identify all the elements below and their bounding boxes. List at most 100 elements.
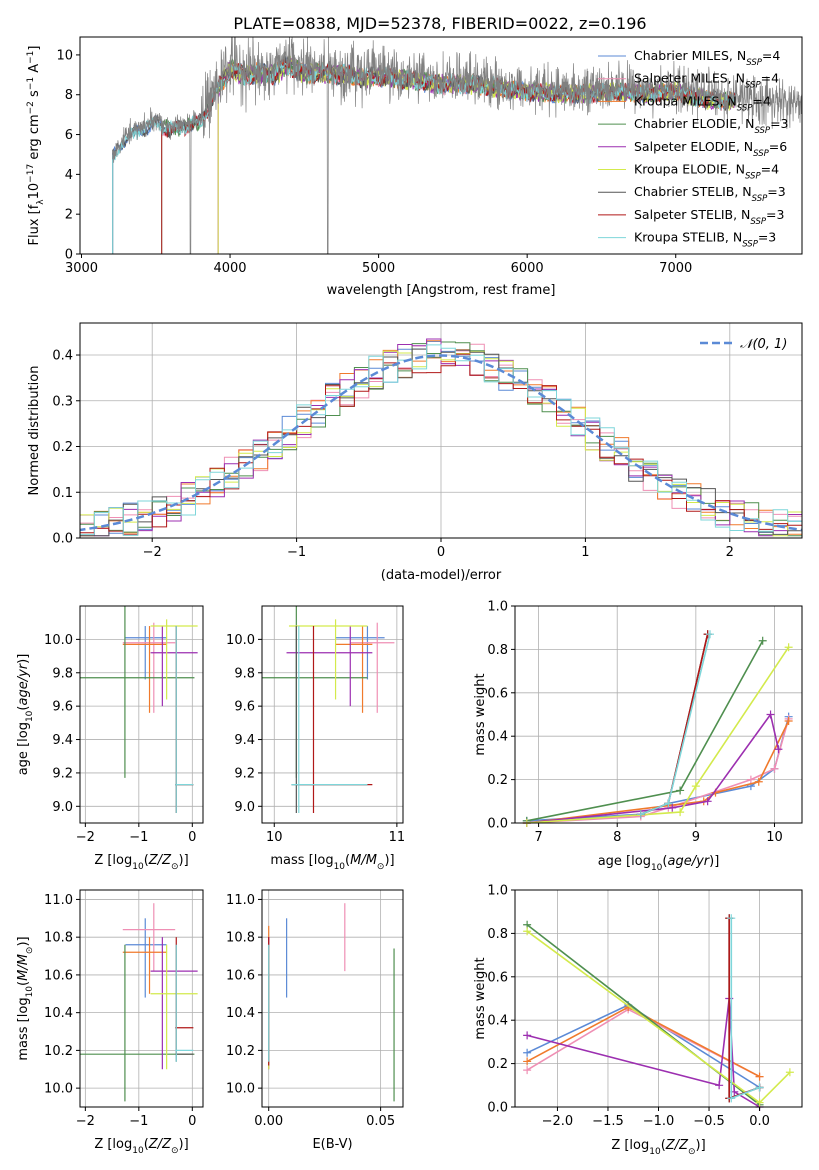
weight-marker-kroupa_stelib xyxy=(706,630,715,639)
z_mass-panel: −2 −1 010.010.210.410.610.811.0Z [log10(Z/… xyxy=(16,889,204,1156)
label-part: age [log xyxy=(598,854,651,869)
x-axis-label: wavelength [Angstrom, rest frame] xyxy=(327,283,556,298)
figure-title: PLATE=0838, MJD=52378, FIBERID=0022, z=0… xyxy=(233,14,646,33)
label-part: 10 xyxy=(27,183,42,200)
x-tick-label: 3000 xyxy=(65,261,98,276)
label-part: )] xyxy=(709,854,719,869)
y-tick-label: 0.6 xyxy=(487,686,508,701)
x-axis-label: age [log10(age/yr)] xyxy=(598,854,720,873)
weight-marker-kroupa_elodie xyxy=(755,1098,764,1107)
label-part: 10 xyxy=(649,1147,661,1157)
y-tick-label: 10.4 xyxy=(226,1006,255,1021)
y-tick-label: 10.8 xyxy=(44,931,73,946)
label-part: )] xyxy=(179,1137,189,1152)
observed-spectrum-line xyxy=(112,37,802,254)
weight-marker-kroupa_elodie xyxy=(784,643,793,652)
legend-entry-chabrier_stelib: Chabrier STELIB, NSSP=3 xyxy=(634,184,786,204)
legend-text: Chabrier MILES, N xyxy=(634,48,746,63)
x-tick-label: 5000 xyxy=(362,261,395,276)
y-tick-label: 9.6 xyxy=(52,700,73,715)
y-tick-label: 0.6 xyxy=(487,970,508,985)
x-tick-label: 7 xyxy=(534,830,542,845)
weight-marker-kroupa_miles xyxy=(755,1072,764,1081)
legend-text: SSP xyxy=(753,149,769,159)
y-tick-label: 0 xyxy=(65,248,73,263)
x-tick-label: 4000 xyxy=(213,261,246,276)
legend-text: =3 xyxy=(767,184,785,199)
label-part: )] xyxy=(16,654,31,664)
legend-text: Kroupa ELODIE, N xyxy=(634,162,745,177)
label-part: Z/Z xyxy=(665,1138,689,1153)
x-tick-label: 0 xyxy=(188,1114,196,1129)
normal-curve xyxy=(80,354,802,532)
weight-marker-kroupa_miles xyxy=(523,1057,532,1066)
x-tick-label: −2 xyxy=(76,830,95,845)
x-axis-label: mass [log10(M/M⊙)] xyxy=(270,853,394,872)
x-axis-label: Z [log10(Z/Z⊙)] xyxy=(611,1138,705,1157)
label-part: −1 xyxy=(26,51,36,64)
label-part: Z [log xyxy=(611,1138,649,1153)
plot-area xyxy=(262,606,395,813)
x-tick-label: −2 xyxy=(76,1114,95,1129)
x-tick-label: 11 xyxy=(389,830,406,845)
label-part: s xyxy=(27,90,42,101)
y-tick-label: 9.6 xyxy=(234,700,255,715)
x-tick-label: 2 xyxy=(726,545,734,560)
y-tick-label: 10.0 xyxy=(44,1082,73,1097)
label-part: )] xyxy=(384,853,394,868)
y-tick-label: 1.0 xyxy=(487,884,508,899)
weight-line-chabrier_stelib xyxy=(640,634,709,816)
weight-marker-salpeter_elodie xyxy=(668,803,677,812)
y-tick-label: 0.2 xyxy=(487,1057,508,1072)
y-tick-label: 9.4 xyxy=(52,733,73,748)
legend-entry-salpeter_elodie: Salpeter ELODIE, NSSP=6 xyxy=(634,139,787,159)
label-part: λ xyxy=(36,199,46,205)
label-part: ( xyxy=(345,853,350,868)
legend-text: =3 xyxy=(766,207,784,222)
y-tick-label: 10.0 xyxy=(226,1082,255,1097)
weight-marker-kroupa_elodie xyxy=(785,1068,794,1077)
y-tick-label: 9.4 xyxy=(234,733,255,748)
label-part: )] xyxy=(179,853,189,868)
y-tick-label: 0.8 xyxy=(487,643,508,658)
y-tick-label: 9.0 xyxy=(52,800,73,815)
y-tick-label: 9.8 xyxy=(234,666,255,681)
label-part: Flux [f xyxy=(27,204,42,245)
x-tick-label: 7000 xyxy=(659,261,692,276)
label-part: Z/Z xyxy=(148,1137,172,1152)
label-part: ( xyxy=(16,706,31,711)
label-part: ⊙ xyxy=(688,1147,696,1157)
weight-marker-chabrier_miles xyxy=(523,1048,532,1057)
legend-text: SSP xyxy=(750,217,766,227)
z_age-panel: −2 −1 09.09.29.49.69.810.0Z [log10(Z/Z⊙)]a… xyxy=(16,605,204,872)
y-axis-label: mass weight xyxy=(473,957,488,1039)
label-part: ( xyxy=(16,981,31,986)
weight-marker-kroupa_stelib xyxy=(664,799,673,808)
legend-entry-kroupa_miles: Kroupa MILES, NSSP=4 xyxy=(634,93,771,113)
x-tick-label: −2.0 xyxy=(542,1114,574,1129)
label-part: age/yr xyxy=(16,662,31,705)
axes-frame xyxy=(261,605,404,824)
y-tick-label: 9.2 xyxy=(52,766,73,781)
legend-text: Salpeter STELIB, N xyxy=(634,207,750,222)
plot-area xyxy=(268,903,395,1102)
legend-text: Salpeter MILES, N xyxy=(634,71,745,86)
legend-entry-salpeter_miles: Salpeter MILES, NSSP=4 xyxy=(634,71,779,91)
y-tick-label: 10.2 xyxy=(226,1044,255,1059)
y-axis-label: Normed distribution xyxy=(27,366,42,496)
weight-marker-salpeter_miles xyxy=(523,1066,532,1075)
weight-line-kroupa_stelib xyxy=(640,634,711,816)
x-tick-label: −1.0 xyxy=(643,1114,675,1129)
spectrum-panel: 3000 4000 5000 6000 7000 0 2 4 6 8 10 wavelength [A… xyxy=(26,36,803,298)
x-tick-label: 1 xyxy=(581,545,589,560)
weight-marker-kroupa_elodie xyxy=(691,782,700,791)
label-part: −2 xyxy=(26,101,36,114)
weight-line-kroupa_stelib xyxy=(730,918,760,1100)
x-tick-label: 6000 xyxy=(511,261,544,276)
histogram-kroupa_elodie xyxy=(80,350,802,537)
y-tick-label: 1.0 xyxy=(487,600,508,615)
weight-marker-kroupa_elodie xyxy=(523,927,532,936)
legend-text: =4 xyxy=(761,71,779,86)
legend-entry-normal: 𝒩(0, 1) xyxy=(740,337,787,352)
legend-text: SSP xyxy=(752,194,768,204)
